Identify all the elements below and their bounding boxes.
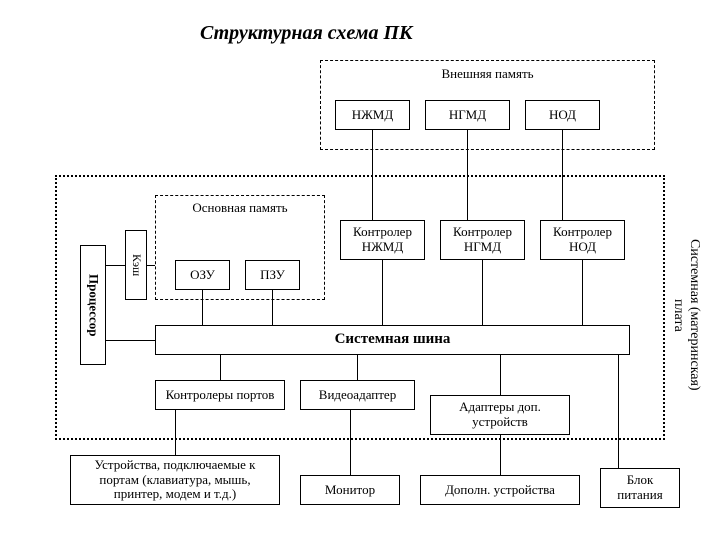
- node-ext-dev: Дополн. устройства: [420, 475, 580, 505]
- node-ctrl-nod: Контролер НОД: [540, 220, 625, 260]
- node-ozu: ОЗУ: [175, 260, 230, 290]
- node-ports-dev: Устройства, подключаемые к портам (клави…: [70, 455, 280, 505]
- edge-ngmd-ctrl: [467, 130, 468, 220]
- node-pzu: ПЗУ: [245, 260, 300, 290]
- node-cpu: Процессор: [80, 245, 106, 365]
- node-ctrl-nzhmd: Контролер НЖМД: [340, 220, 425, 260]
- edge-nod-ctrl: [562, 130, 563, 220]
- node-video: Видеоадаптер: [300, 380, 415, 410]
- node-ctrl-ngmd: Контролер НГМД: [440, 220, 525, 260]
- node-psu: Блок питания: [600, 468, 680, 508]
- edge-ctrl-ngmd-bus: [482, 260, 483, 325]
- edge-bus-adapters: [500, 355, 501, 395]
- edge-pzu-bus: [272, 290, 273, 325]
- edge-cache-mem: [147, 265, 155, 266]
- node-port-ctrl: Контролеры портов: [155, 380, 285, 410]
- edge-cpu-bus: [106, 340, 155, 341]
- node-monitor: Монитор: [300, 475, 400, 505]
- edge-ctrl-nod-bus: [582, 260, 583, 325]
- node-adapters: Адаптеры доп. устройств: [430, 395, 570, 435]
- node-cache: Кэш: [125, 230, 147, 300]
- edge-bus-portctrl: [220, 355, 221, 380]
- edge-bus-psu-v: [618, 355, 619, 468]
- diagram-title: Структурная схема ПК: [200, 22, 413, 45]
- label-motherboard: Системная (материнская) плата: [670, 200, 702, 430]
- edge-video-monitor: [350, 410, 351, 475]
- edge-adapters-extdev: [500, 435, 501, 475]
- edge-cpu-cache: [106, 265, 125, 266]
- edge-bus-video: [357, 355, 358, 380]
- node-ngmd: НГМД: [425, 100, 510, 130]
- edge-nzhmd-ctrl: [372, 130, 373, 220]
- node-nod: НОД: [525, 100, 600, 130]
- edge-ozu-bus: [202, 290, 203, 325]
- label-main-memory: Основная память: [170, 200, 310, 216]
- node-nzhmd: НЖМД: [335, 100, 410, 130]
- label-external-memory: Внешняя память: [400, 66, 575, 82]
- edge-ctrl-nzhmd-bus: [382, 260, 383, 325]
- edge-portctrl-dev: [175, 410, 176, 455]
- node-bus: Системная шина: [155, 325, 630, 355]
